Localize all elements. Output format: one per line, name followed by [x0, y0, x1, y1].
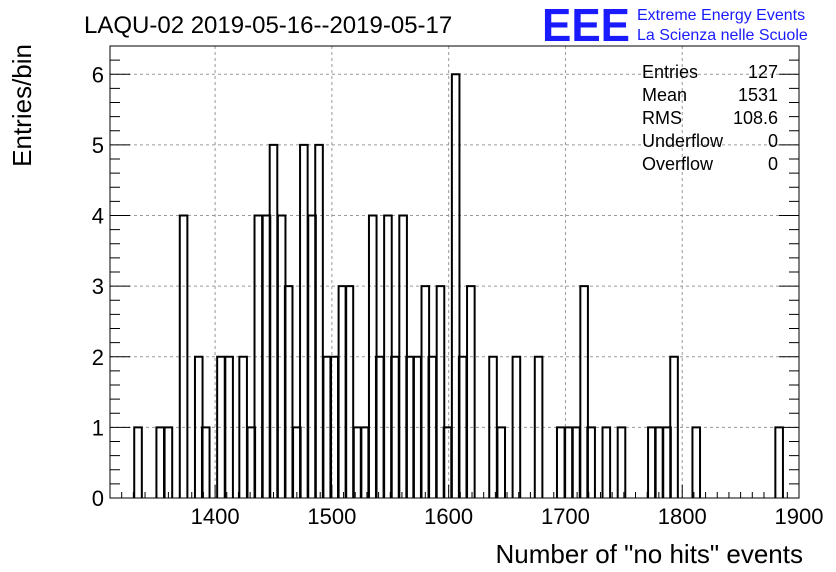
stat-value-rms: 108.6 [733, 108, 778, 128]
chart-title: LAQU-02 2019-05-16--2019-05-17 [84, 12, 452, 39]
histogram-bin-19 [323, 357, 331, 498]
x-tick-label-4: 1800 [658, 504, 707, 529]
histogram-bin-45 [572, 427, 580, 498]
histogram-bin-54 [692, 427, 700, 498]
stat-value-underflow: 0 [768, 131, 778, 151]
histogram-bin-29 [399, 216, 407, 499]
histogram-outline [133, 73, 784, 498]
histogram-bin-53 [670, 357, 678, 498]
x-tick-label-0: 1400 [191, 504, 240, 529]
y-tick-label-1: 1 [92, 415, 104, 440]
histogram-bin-30 [406, 357, 414, 498]
histogram-bin-24 [361, 427, 369, 498]
histogram-bin-32 [422, 286, 430, 498]
stat-label-underflow: Underflow [642, 131, 724, 151]
histogram-bin-49 [618, 427, 626, 498]
histogram-bin-5 [202, 427, 210, 498]
stat-label-overflow: Overflow [642, 154, 714, 174]
histogram-bin-4 [195, 357, 203, 498]
histogram-bin-9 [248, 427, 256, 498]
histogram-bin-3 [180, 216, 188, 499]
y-tick-label-3: 3 [92, 274, 104, 299]
y-tick-label-6: 6 [92, 62, 104, 87]
histogram-bin-12 [270, 145, 278, 498]
histogram-bin-36 [452, 74, 460, 498]
histogram-bin-34 [437, 286, 445, 498]
logo-line-1: Extreme Energy Events [637, 7, 805, 24]
histogram-bin-27 [384, 216, 392, 499]
histogram-bin-50 [648, 427, 656, 498]
histogram-bin-15 [293, 427, 301, 498]
stats-box: Entries 127 Mean 1531 RMS 108.6 Underflow 0 Over… [642, 62, 778, 174]
histogram-bin-20 [330, 357, 338, 498]
x-tick-label-5: 1900 [775, 504, 824, 529]
histogram-bin-42 [535, 357, 543, 498]
x-tick-label-3: 1700 [541, 504, 590, 529]
histogram-bin-10 [255, 216, 263, 499]
stat-value-overflow: 0 [768, 154, 778, 174]
histogram-bin-41 [513, 357, 521, 498]
histogram-bin-25 [369, 216, 377, 499]
histogram-bin-17 [308, 216, 316, 499]
histogram-bin-1 [156, 427, 164, 498]
stat-value-mean: 1531 [738, 85, 778, 105]
x-tick-label-1: 1500 [307, 504, 356, 529]
histogram-bin-47 [587, 427, 595, 498]
histogram-bin-46 [580, 286, 588, 498]
histogram-bin-23 [354, 427, 362, 498]
eee-logo-mark: EEE [542, 0, 630, 51]
stat-label-rms: RMS [642, 108, 682, 128]
histogram-bin-31 [413, 357, 421, 498]
histogram-bin-38 [467, 286, 475, 498]
histogram-bin-35 [444, 427, 452, 498]
stat-value-entries: 127 [748, 62, 778, 82]
histogram-bin-55 [775, 427, 783, 498]
y-tick-label-0: 0 [92, 486, 104, 511]
histogram-bin-7 [225, 357, 233, 498]
y-tick-label-4: 4 [92, 204, 104, 229]
histogram-bin-0 [134, 427, 142, 498]
x-axis-label: Number of "no hits" events [496, 539, 804, 569]
histogram-bin-44 [565, 427, 573, 498]
stat-label-mean: Mean [642, 85, 687, 105]
histogram-bin-43 [557, 427, 565, 498]
histogram-bin-6 [217, 357, 225, 498]
histogram-bin-22 [346, 286, 354, 498]
histogram-bin-26 [376, 357, 384, 498]
histogram-bin-33 [429, 357, 437, 498]
histogram-bin-8 [239, 357, 247, 498]
histogram-bin-39 [489, 357, 497, 498]
x-axis-ticks: 1400 1500 1600 1700 1800 1900 [109, 485, 824, 529]
stat-label-entries: Entries [642, 62, 698, 82]
histogram-bin-28 [391, 357, 399, 498]
y-tick-label-2: 2 [92, 345, 104, 370]
histogram-bin-51 [655, 427, 663, 498]
histogram-bin-40 [497, 427, 505, 498]
logo-line-2: La Scienza nelle Scuole [637, 27, 808, 44]
x-tick-label-2: 1600 [424, 504, 473, 529]
histogram-bin-2 [165, 427, 173, 498]
histogram-bin-52 [663, 427, 671, 498]
histogram-bin-21 [339, 286, 347, 498]
histogram-bin-37 [459, 357, 467, 498]
y-axis-ticks: 0 1 2 3 4 5 6 [92, 45, 799, 511]
histogram-bin-48 [603, 427, 611, 498]
histogram-bin-13 [278, 216, 286, 499]
y-tick-label-5: 5 [92, 133, 104, 158]
histogram-bin-14 [285, 286, 293, 498]
histogram-bin-18 [315, 145, 323, 498]
histogram-bin-16 [300, 145, 308, 498]
histogram-bin-11 [263, 216, 271, 499]
y-axis-label: Entries/bin [7, 44, 37, 167]
